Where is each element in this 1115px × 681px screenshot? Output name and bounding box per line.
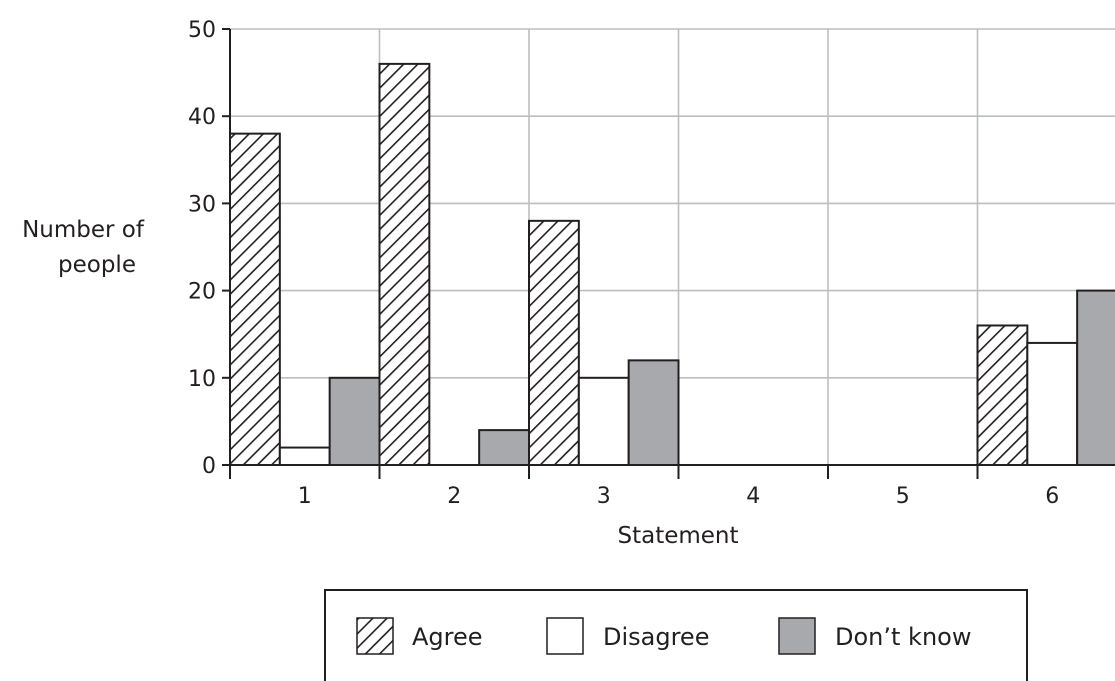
axes xyxy=(222,28,1115,479)
y-tick-label-40: 40 xyxy=(188,105,216,130)
y-tick-label-30: 30 xyxy=(188,192,216,217)
tick-labels: 0 10 20 30 40 50 1 2 3 4 5 6 xyxy=(188,18,1059,509)
bar-agree-statement-2 xyxy=(378,62,431,466)
y-tick-label-0: 0 xyxy=(202,454,216,479)
bar-don-t-know-statement-2 xyxy=(478,429,530,466)
x-tick-label-3: 3 xyxy=(597,484,611,509)
legend-swatch-agree xyxy=(356,617,394,655)
y-axis-label-line-1: Number of xyxy=(22,217,145,243)
y-tick-label-50: 50 xyxy=(188,18,216,43)
x-tick-label-5: 5 xyxy=(896,484,910,509)
legend-swatch-dont-know xyxy=(778,617,816,655)
x-tick-label-4: 4 xyxy=(746,484,760,509)
legend-label-agree: Agree xyxy=(412,623,483,651)
bar-don-t-know-statement-6 xyxy=(1076,289,1115,466)
bar-disagree-statement-1 xyxy=(278,446,331,466)
bar-agree-statement-3 xyxy=(528,219,580,466)
x-tick-label-2: 2 xyxy=(447,484,461,509)
bar-agree-statement-6 xyxy=(976,324,1029,467)
bar-agree-statement-1 xyxy=(229,132,281,466)
legend-label-disagree: Disagree xyxy=(603,623,709,651)
legend-label-dont-know: Don’t know xyxy=(835,623,971,651)
legend: Agree Disagree Don’t know xyxy=(324,589,1028,681)
bars xyxy=(229,62,1115,467)
bar-don-t-know-statement-1 xyxy=(328,376,381,466)
x-tick-label-1: 1 xyxy=(298,484,312,509)
y-axis-label-line-2: people xyxy=(58,252,136,278)
bar-don-t-know-statement-3 xyxy=(627,359,680,466)
legend-swatch-disagree xyxy=(546,617,584,655)
legend-box xyxy=(324,589,1028,681)
x-tick-label-6: 6 xyxy=(1045,484,1059,509)
y-tick-label-20: 20 xyxy=(188,280,216,305)
x-axis-label: Statement xyxy=(617,523,738,549)
bar-disagree-statement-6 xyxy=(1026,341,1079,467)
y-tick-label-10: 10 xyxy=(188,367,216,392)
bar-disagree-statement-3 xyxy=(577,376,630,466)
